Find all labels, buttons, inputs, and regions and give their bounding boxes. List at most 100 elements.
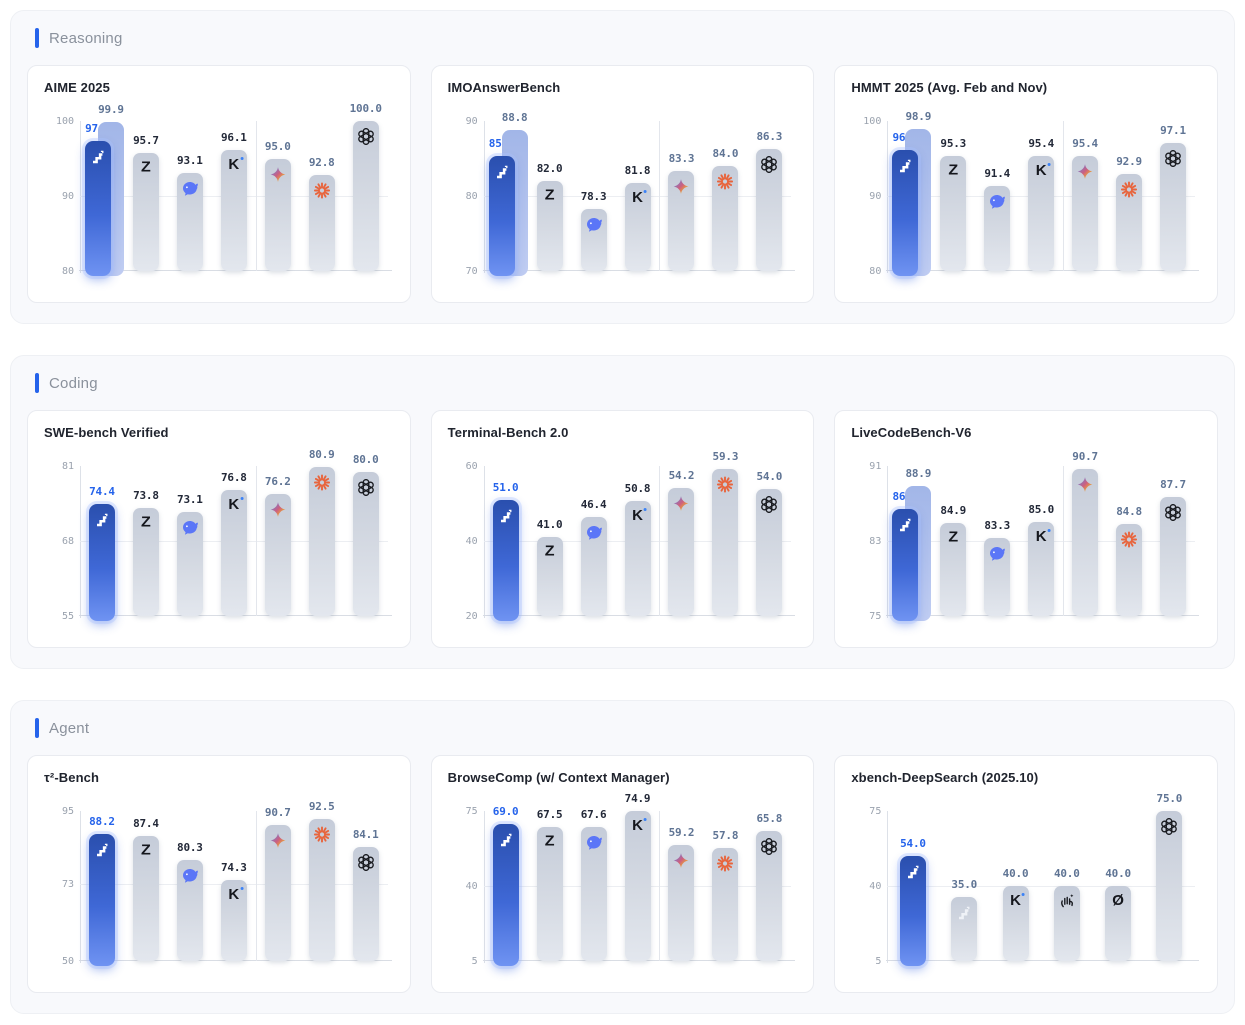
bar-value-label: 80.0 [352,452,379,466]
z-icon: Z [141,843,151,859]
group-divider [1063,121,1065,271]
section-accent-bar [35,718,39,738]
bar-chart: 5 40 75 69.0 Z 67.5 67.6 K 74.9 59.2 57.8 65.8 [448,787,798,975]
y-axis-tick: 91 [869,461,882,472]
bar-value-label: 87.4 [133,817,159,831]
burst-icon [717,855,734,872]
section-header: Agent [35,715,1218,741]
bar-k: K [220,490,247,616]
stair-icon [92,511,112,531]
y-axis-tick: 80 [465,191,478,202]
chart-title: HMMT 2025 (Avg. Feb and Nov) [851,80,1048,95]
bar-value-label: 97.1 [1160,123,1186,137]
bar-value-label: 86.3 [756,129,783,143]
bar-stair [892,509,919,621]
whale-icon [181,867,199,885]
knot-icon [357,478,374,496]
bar-k: K [624,500,651,616]
bar-value-label: 73.1 [177,492,203,506]
bar-value-label: 95.3 [940,137,967,151]
burst-icon [1121,531,1138,548]
bar-value-label: 99.9 [98,102,124,116]
bar-hand [1053,886,1080,961]
y-axis-tick: 73 [61,879,74,891]
benchmark-card: τ²-Bench 50 73 95 88.2 Z 87.4 80.3 K 74.3 90.7 92.5… [27,755,411,993]
y-axis-line [80,121,81,273]
y-axis-tick: 100 [863,116,882,127]
plot-area: 74.4 Z 73.8 73.1 K 76.8 76.2 80.9 80.0 [79,448,392,621]
knot-icon [761,837,778,855]
star4-icon [673,178,690,195]
bar-stair [492,823,519,966]
burst-icon [313,826,330,843]
y-axis-line [483,121,485,273]
bar-value-label: 73.8 [133,488,159,502]
chart-title: τ²-Bench [44,770,99,785]
bar-value-label: 95.4 [1028,136,1055,150]
bar-value-label: 54.0 [900,837,926,850]
knot-icon [357,854,374,872]
y-axis-tick: 100 [55,116,74,127]
bar-stair [88,833,115,966]
section-label: Reasoning [49,29,123,47]
bar-whale [176,860,203,961]
bar-value-label: 92.5 [308,800,335,814]
y-axis-line [80,811,81,963]
plot-area: 69.0 Z 67.5 67.6 K 74.9 59.2 57.8 65.8 [482,792,796,966]
benchmark-card: HMMT 2025 (Avg. Feb and Nov) 80 90 100 98.9 9… [834,65,1219,303]
bar-stair [892,149,919,276]
chart-title: BrowseComp (w/ Context Manager) [447,770,670,785]
stair-icon [903,863,923,883]
k-icon: K [228,887,244,902]
k-icon: K [1036,162,1051,178]
group-divider [1063,466,1065,616]
chart-title: AIME 2025 [44,80,110,95]
group-divider [659,811,661,961]
k-icon: K [228,157,244,172]
bar-value-label: 95.7 [133,134,159,148]
bar-z: Z [536,181,563,271]
bar-value-label: 81.8 [624,163,651,177]
bar-value-label: 78.3 [580,189,607,203]
z-icon: Z [948,162,959,179]
bar-knot [1160,496,1187,616]
bar-chart: 50 73 95 88.2 Z 87.4 80.3 K 74.3 90.7 92.5 84.1 [44,787,394,975]
bar-k: K [220,150,247,271]
y-axis-tick: 75 [869,806,882,817]
bar-value-label: 57.8 [712,828,739,842]
y-axis-tick: 40 [465,881,478,892]
y-axis-tick: 5 [875,956,882,967]
bar-k: K [624,811,651,961]
bar-value-label: 92.9 [1116,155,1142,169]
k-icon: K [632,507,647,523]
bar-value-label: 54.2 [668,468,695,482]
bar-value-label: 84.8 [1116,505,1142,519]
card-grid: SWE-bench Verified 55 68 81 74.4 Z 73.8 73.1 K 76… [27,410,1219,648]
y-axis-tick: 5 [471,956,478,967]
chart-title: IMOAnswerBench [447,80,561,95]
bar-value-label: 54.0 [756,469,783,483]
whale-icon [585,216,603,234]
hand-icon [1059,893,1075,909]
bar-burst [308,819,335,961]
bar-burst [712,166,739,271]
stair-icon [895,157,915,177]
y-axis-tick: 40 [869,881,882,892]
bar-star4 [264,493,291,616]
stair-icon [92,841,112,861]
bar-whale [580,826,607,961]
bar-value-label: 74.9 [624,792,651,806]
bar-star4 [264,158,291,271]
k-icon: K [228,497,244,512]
bar-value-label: 83.3 [668,152,695,166]
y-axis-tick: 80 [869,266,882,277]
bar-value-label: 83.3 [984,519,1011,533]
bar-value-label: 88.2 [89,814,115,828]
z-icon: Z [948,529,959,546]
section-accent-bar [35,28,39,48]
benchmark-card: xbench-DeepSearch (2025.10) 5 40 75 54.0 35.0… [834,755,1219,993]
k-icon: K [632,189,647,205]
